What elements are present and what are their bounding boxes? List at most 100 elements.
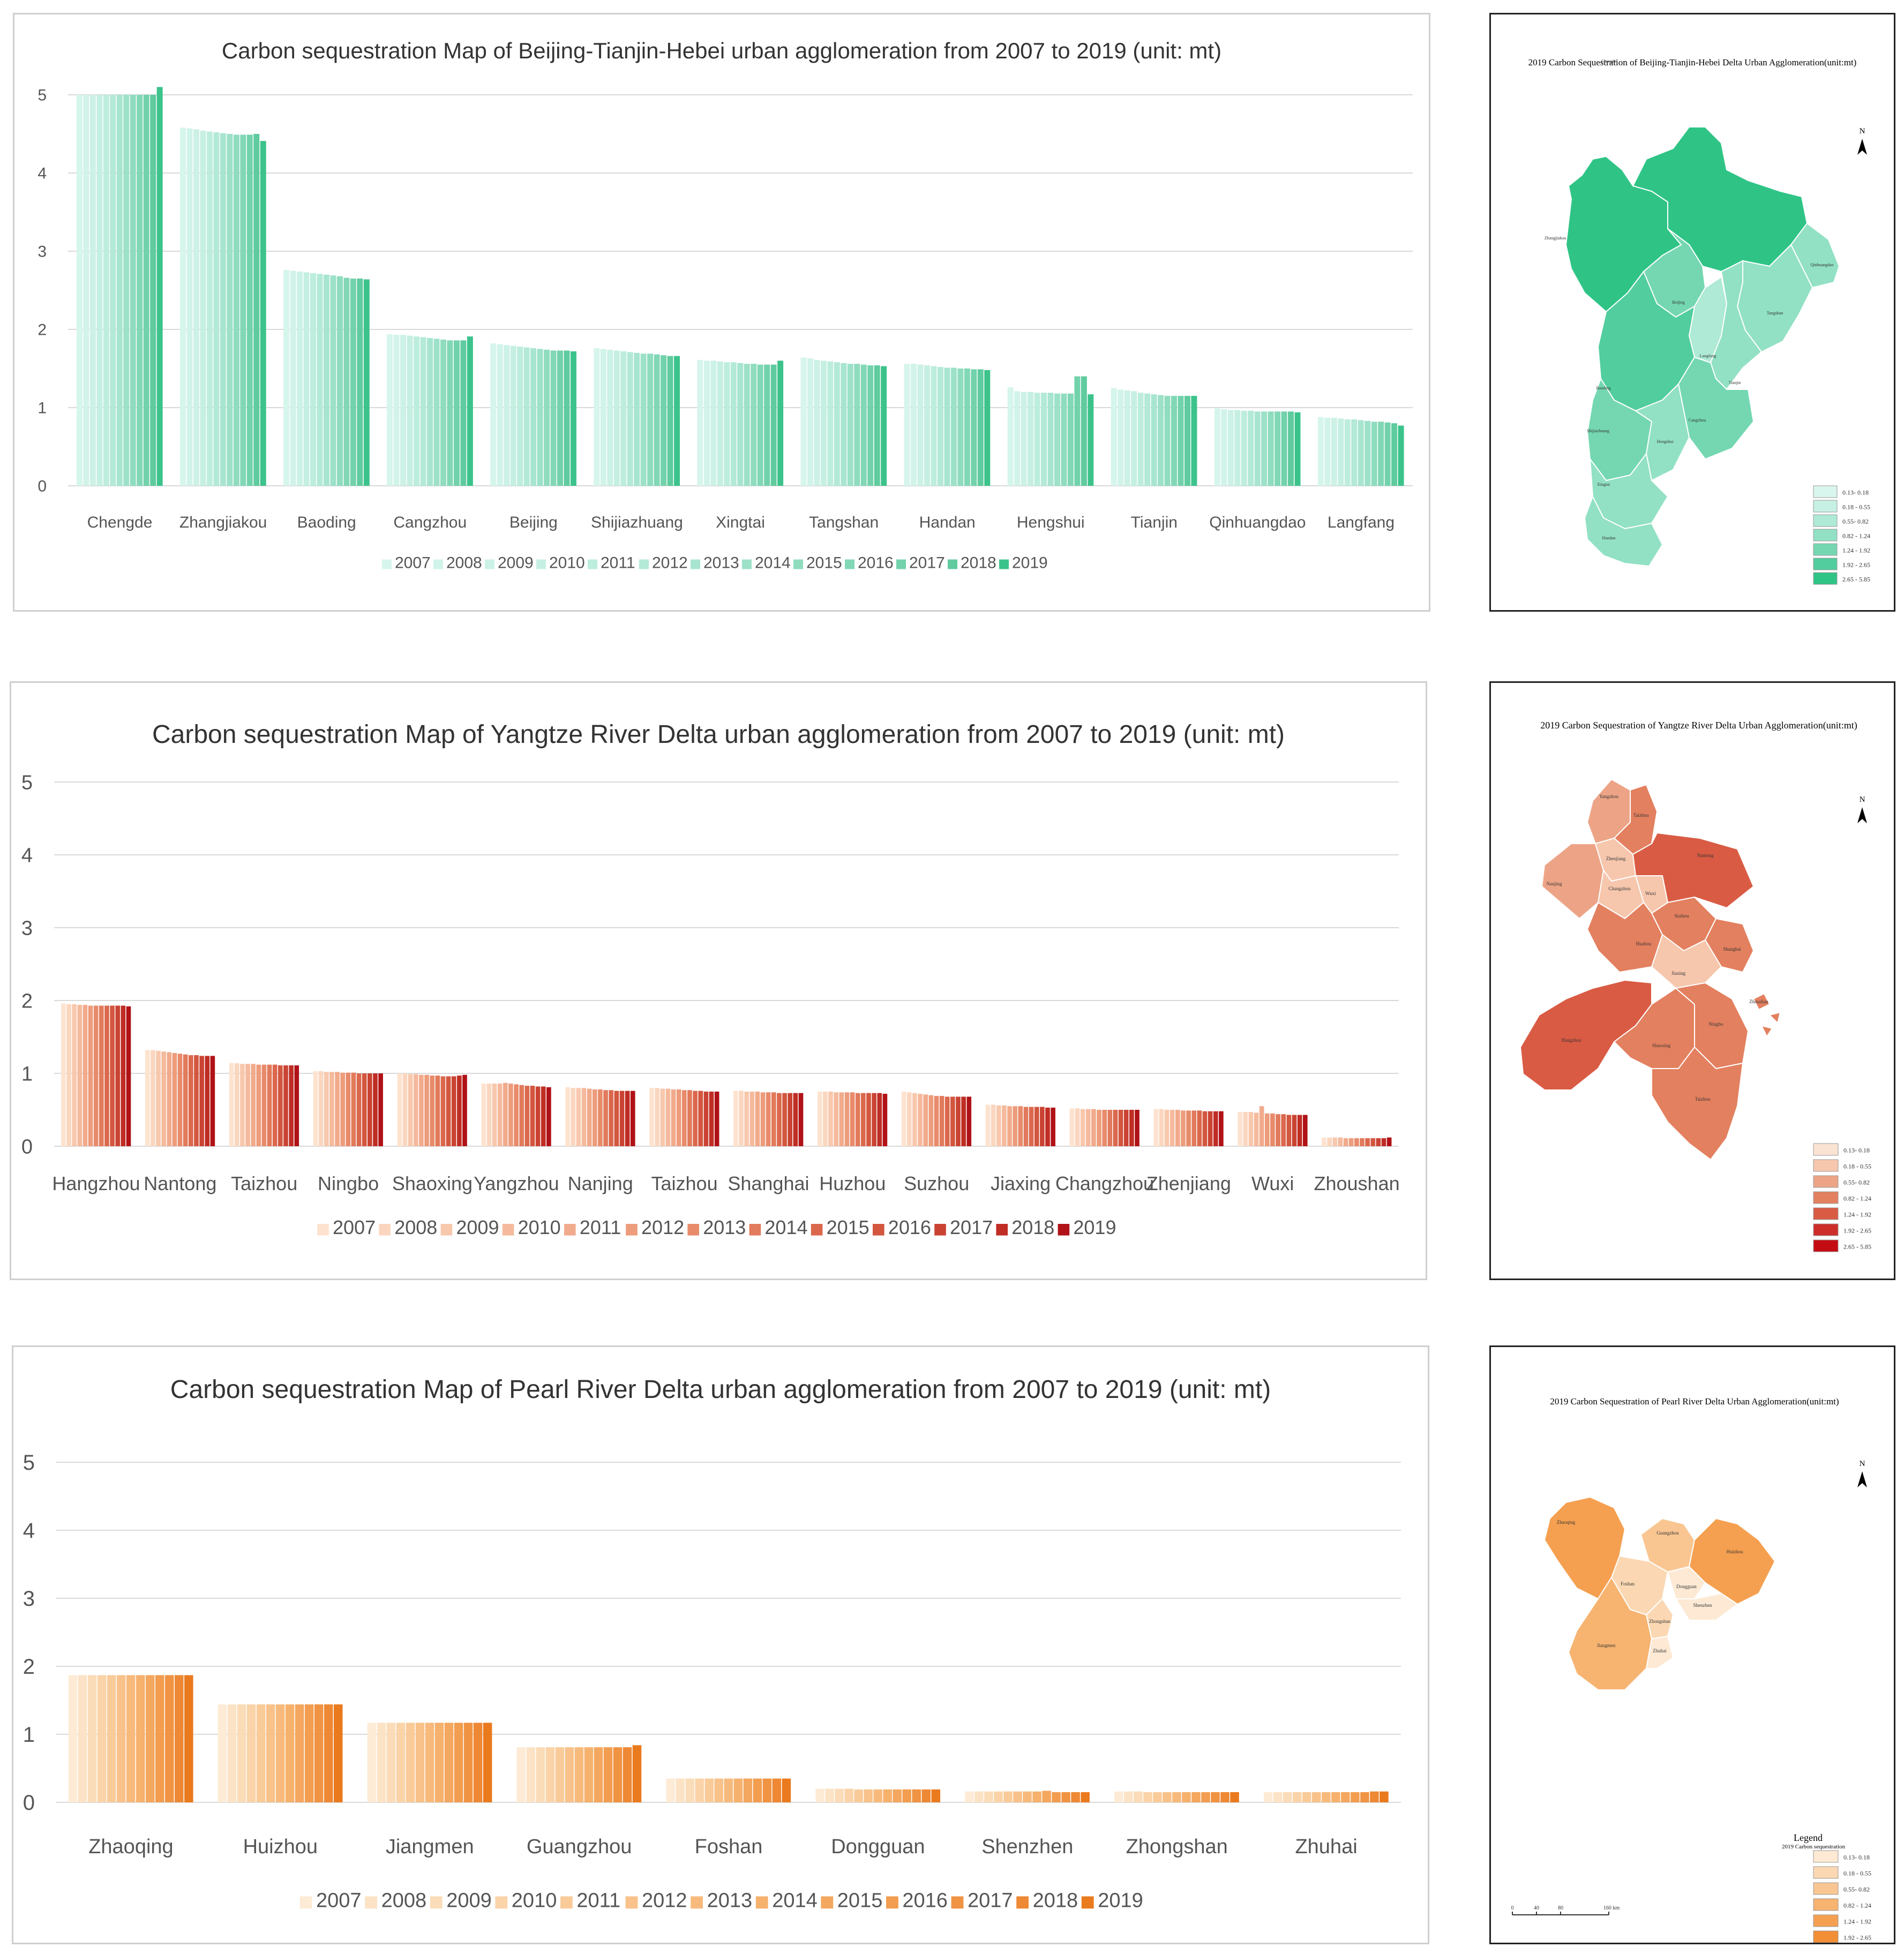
chart-title: Carbon sequestration Map of Pearl River …	[170, 1375, 1271, 1404]
category-label: Wuxi	[1251, 1172, 1294, 1194]
bar	[687, 1090, 692, 1146]
bar	[1131, 391, 1137, 486]
legend-range-label: 0.82 - 1.24	[1842, 532, 1870, 540]
legend-label: 2015	[837, 1890, 883, 1912]
bar	[251, 1064, 256, 1146]
y-tick-label: 5	[23, 1451, 35, 1475]
bar	[514, 1084, 519, 1146]
map-title: 2019 Carbon Sequestration of Yangtze Riv…	[1540, 720, 1857, 731]
legend-range-label: 0.55- 0.82	[1843, 1886, 1870, 1893]
bar	[68, 1675, 78, 1802]
bar	[290, 270, 296, 486]
bar	[156, 87, 163, 486]
legend-label: 2013	[703, 1216, 746, 1238]
bar	[447, 340, 453, 486]
bar	[116, 95, 123, 486]
bar	[519, 1085, 524, 1146]
bar	[1191, 1792, 1201, 1802]
legend-label: 2008	[394, 1216, 437, 1238]
region-label: Langfang	[1700, 354, 1716, 358]
chart-panel-prd: Carbon sequestration Map of Pearl River …	[12, 1345, 1429, 1944]
bar	[155, 1675, 164, 1802]
bar	[1370, 1791, 1379, 1802]
bar	[1381, 1138, 1386, 1146]
legend-range-label: 1.24 - 1.92	[1843, 1918, 1871, 1926]
bar	[377, 1723, 386, 1802]
bar	[906, 1092, 912, 1146]
bar	[440, 1076, 446, 1146]
bar	[744, 1092, 749, 1146]
scale-bar: 0 40 80 160 km	[1511, 1905, 1620, 1915]
region-label: Xingtai	[1597, 482, 1610, 487]
bar	[1283, 1792, 1292, 1802]
bar	[1091, 1109, 1096, 1146]
legend-label: 2014	[755, 554, 791, 572]
bar	[834, 362, 840, 486]
bar	[227, 1704, 237, 1802]
region-taizhou-zhejiang	[1651, 1046, 1744, 1161]
bar	[649, 1088, 654, 1146]
legend-swatch	[691, 559, 700, 569]
bar	[584, 1747, 594, 1802]
map-legend: 0.13- 0.18 0.18 - 0.55 0.55- 0.82 0.82 - 1.…	[1813, 485, 1870, 585]
bar	[318, 1071, 324, 1146]
legend-swatch	[1813, 1914, 1839, 1927]
y-tick-label: 4	[38, 165, 47, 183]
legend-label: 2014	[764, 1216, 807, 1238]
bar	[996, 1105, 1001, 1146]
bar	[1028, 392, 1034, 486]
bar	[1067, 393, 1074, 486]
bar	[1097, 1110, 1101, 1146]
bar	[1268, 411, 1274, 486]
bar	[121, 1005, 126, 1146]
region-label: Wuxi	[1645, 891, 1656, 896]
bar	[807, 358, 813, 486]
bar	[944, 1096, 950, 1146]
bar	[497, 344, 503, 486]
bar	[1351, 1792, 1360, 1802]
bar	[545, 1747, 555, 1802]
bar	[1175, 1110, 1180, 1146]
bar	[233, 134, 239, 486]
legend-label: 2017	[968, 1890, 1013, 1912]
bar-chart-beijing-tianjin-hebei: Carbon sequestration Map of Beijing-Tian…	[38, 38, 1413, 572]
bar	[1186, 1110, 1191, 1146]
category-label: Langfang	[1328, 514, 1395, 531]
legend-swatch	[1813, 1930, 1839, 1943]
legend-label: 2016	[902, 1890, 948, 1912]
legend-swatch	[1813, 500, 1838, 513]
bar	[184, 1675, 193, 1802]
legend-swatch	[588, 559, 597, 569]
legend-swatch	[495, 1896, 508, 1909]
y-tick-label: 1	[21, 1063, 33, 1085]
bar	[77, 1005, 83, 1146]
legend-swatch	[299, 1896, 312, 1909]
bar	[1270, 1113, 1275, 1146]
bar	[902, 1789, 911, 1802]
category-label: Nanjing	[568, 1172, 633, 1194]
bar	[594, 348, 600, 486]
bar	[490, 343, 497, 486]
category-label: Nantong	[144, 1172, 216, 1194]
bar	[1007, 1106, 1012, 1146]
category-label: Chengde	[87, 514, 153, 531]
bar	[594, 1747, 603, 1802]
bar	[1365, 420, 1371, 486]
legend-swatch	[1813, 485, 1838, 498]
legend-label: 2015	[827, 1216, 869, 1238]
bar	[393, 335, 400, 486]
bar	[200, 131, 206, 486]
legend-swatch	[749, 1224, 761, 1236]
bar	[825, 1788, 834, 1802]
bar	[1386, 1137, 1392, 1146]
legend-swatch	[1813, 514, 1838, 527]
bar	[609, 1090, 614, 1146]
bar	[730, 362, 737, 486]
y-tick-label: 5	[38, 87, 47, 104]
bar	[598, 1089, 603, 1146]
bar	[510, 345, 516, 486]
bar	[1080, 1109, 1085, 1146]
bar	[454, 1723, 463, 1802]
bar	[1241, 410, 1247, 486]
bar	[901, 1092, 906, 1146]
